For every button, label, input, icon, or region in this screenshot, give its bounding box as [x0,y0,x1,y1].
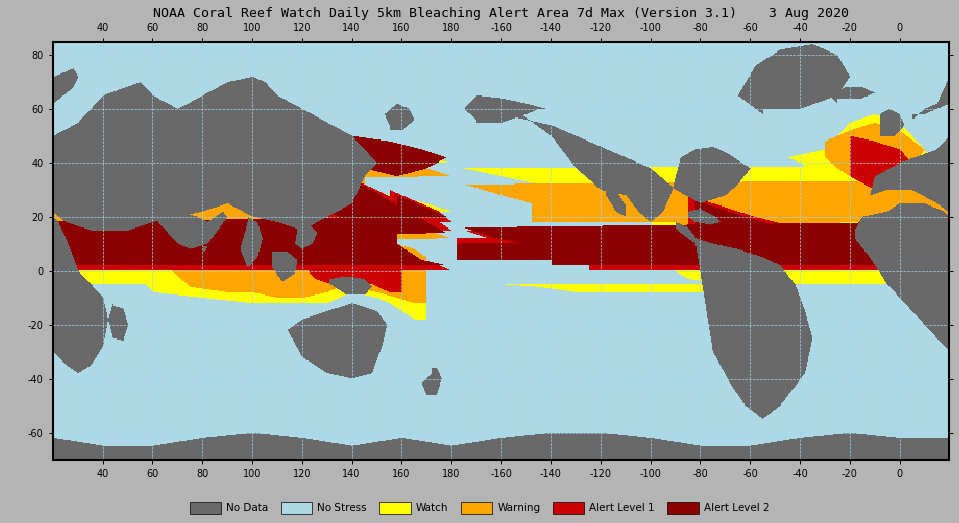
Legend: No Data, No Stress, Watch, Warning, Alert Level 1, Alert Level 2: No Data, No Stress, Watch, Warning, Aler… [185,497,774,518]
Title: NOAA Coral Reef Watch Daily 5km Bleaching Alert Area 7d Max (Version 3.1)    3 A: NOAA Coral Reef Watch Daily 5km Bleachin… [153,7,849,20]
